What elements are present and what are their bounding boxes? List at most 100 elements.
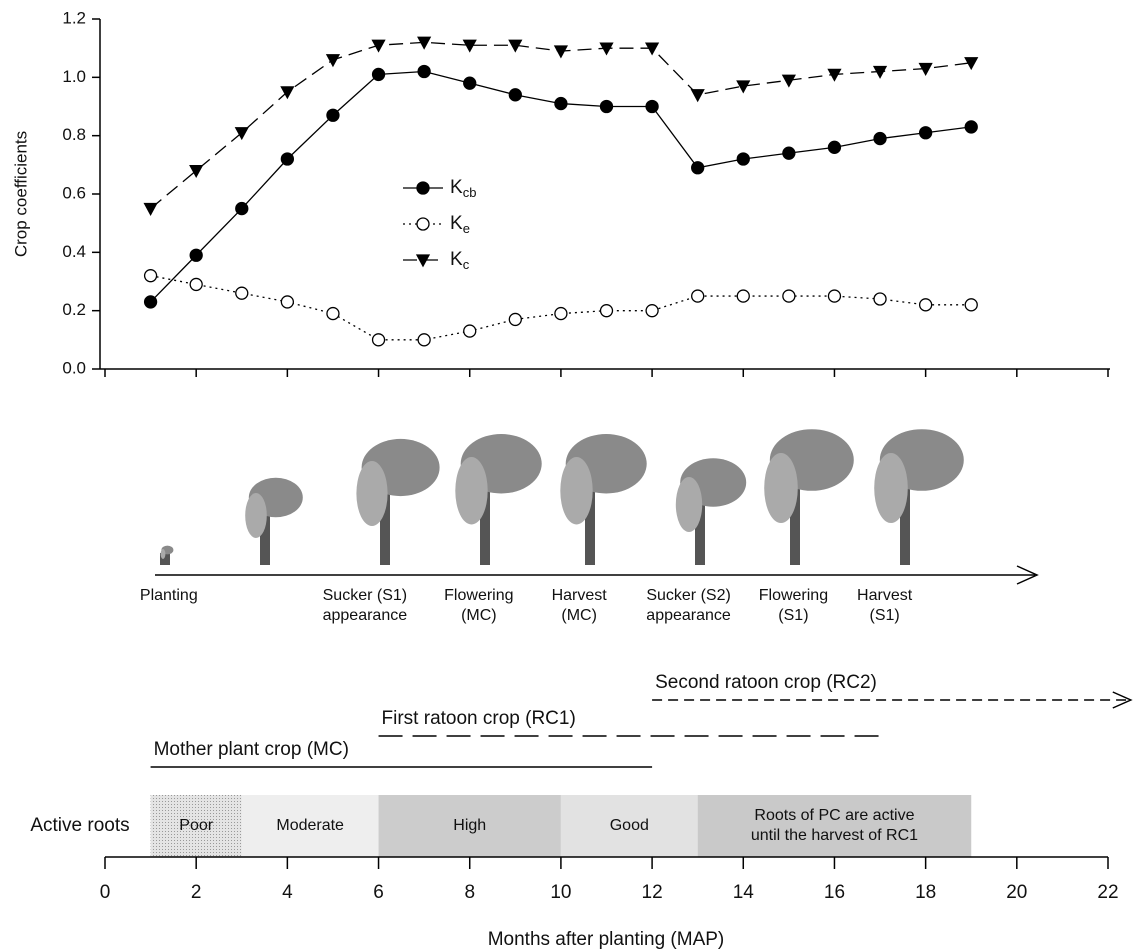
marker xyxy=(599,304,614,318)
marker xyxy=(235,286,249,300)
stage-label: Harvest xyxy=(552,587,608,604)
stage-label: (MC) xyxy=(461,607,497,624)
root-label: Roots of PC are active xyxy=(754,807,914,824)
y-tick-label: 0.4 xyxy=(62,242,86,261)
stage-label: Flowering xyxy=(759,587,828,604)
root-label: until the harvest of RC1 xyxy=(751,827,918,844)
root-label: Poor xyxy=(179,817,213,834)
marker xyxy=(325,54,341,68)
series-line xyxy=(150,41,972,210)
plant-stem xyxy=(380,487,390,565)
marker xyxy=(416,217,430,231)
stage-label: Sucker (S2) xyxy=(646,587,730,604)
stage-arrow-head xyxy=(1016,565,1039,585)
marker xyxy=(554,96,568,111)
marker xyxy=(371,39,386,53)
marker xyxy=(645,304,659,318)
marker xyxy=(644,42,660,56)
marker xyxy=(645,99,659,114)
marker xyxy=(326,306,340,321)
marker xyxy=(782,146,796,160)
marker xyxy=(736,289,750,303)
x-tick-label: 18 xyxy=(915,882,936,903)
stage-label: appearance xyxy=(323,607,408,624)
marker xyxy=(189,277,203,292)
x-tick-label: 8 xyxy=(464,882,475,903)
marker xyxy=(599,42,614,56)
stage-label: Planting xyxy=(140,587,198,604)
marker xyxy=(691,161,705,175)
marker xyxy=(553,45,569,59)
marker xyxy=(417,64,431,79)
marker xyxy=(873,131,887,146)
marker xyxy=(462,39,477,53)
marker xyxy=(918,298,933,312)
x-tick-label: 0 xyxy=(100,882,111,903)
marker xyxy=(463,76,477,90)
marker xyxy=(326,108,340,122)
marker xyxy=(143,269,158,283)
marker xyxy=(416,181,430,195)
plant-leaf xyxy=(455,457,488,525)
marker xyxy=(371,333,386,347)
crop-label: Second ratoon crop (RC2) xyxy=(655,672,877,693)
marker xyxy=(918,62,933,76)
y-tick-label: 1.2 xyxy=(62,8,86,27)
marker xyxy=(417,333,431,347)
marker xyxy=(508,39,523,53)
roots-label: Active roots xyxy=(30,815,129,836)
marker xyxy=(599,99,614,114)
y-tick-label: 0.6 xyxy=(62,183,86,202)
x-tick-label: 4 xyxy=(282,882,293,903)
marker xyxy=(508,312,522,327)
y-tick-label: 0.8 xyxy=(62,125,86,144)
marker xyxy=(872,65,888,79)
marker xyxy=(781,74,796,88)
y-tick-label: 0.0 xyxy=(62,358,86,377)
x-tick-label: 6 xyxy=(373,882,384,903)
plant-leaf xyxy=(560,457,593,525)
plant-stem xyxy=(160,553,170,565)
marker xyxy=(417,36,432,50)
x-tick-label: 14 xyxy=(733,882,755,903)
marker xyxy=(736,152,750,166)
marker xyxy=(827,68,842,82)
marker xyxy=(964,120,978,134)
stage-label: (S1) xyxy=(869,607,899,624)
x-tick-label: 10 xyxy=(550,882,571,903)
plant-leaf xyxy=(764,453,798,523)
plant-illustrations xyxy=(160,429,964,565)
y-tick-label: 1.0 xyxy=(62,67,86,86)
marker xyxy=(189,165,204,179)
y-axis-label: Crop coefficients xyxy=(11,131,30,257)
marker xyxy=(189,248,203,262)
x-tick-label: 22 xyxy=(1097,882,1118,903)
stage-label: Sucker (S1) xyxy=(323,587,407,604)
marker xyxy=(143,295,158,309)
plant-leaf xyxy=(675,477,703,532)
root-band xyxy=(697,795,972,857)
root-band xyxy=(241,795,379,857)
legend-label: Kc xyxy=(450,249,470,272)
marker xyxy=(964,298,978,312)
stage-label: Harvest xyxy=(857,587,913,604)
root-label: Good xyxy=(610,817,649,834)
plant-stem xyxy=(480,484,490,565)
x-tick-label: 16 xyxy=(824,882,845,903)
marker xyxy=(554,306,568,321)
plant-stem xyxy=(790,481,800,565)
root-band xyxy=(560,795,698,857)
marker xyxy=(280,152,295,166)
y-tick-label: 0.2 xyxy=(62,300,86,319)
marker xyxy=(873,292,887,306)
marker xyxy=(736,80,751,94)
crop-label: Mother plant crop (MC) xyxy=(154,739,349,760)
marker xyxy=(280,86,295,100)
x-tick-label: 20 xyxy=(1006,882,1027,903)
plant-stem xyxy=(900,481,910,565)
marker xyxy=(690,89,705,103)
marker xyxy=(827,289,842,303)
plant-leaf xyxy=(245,493,267,538)
plant-stem xyxy=(695,499,705,565)
